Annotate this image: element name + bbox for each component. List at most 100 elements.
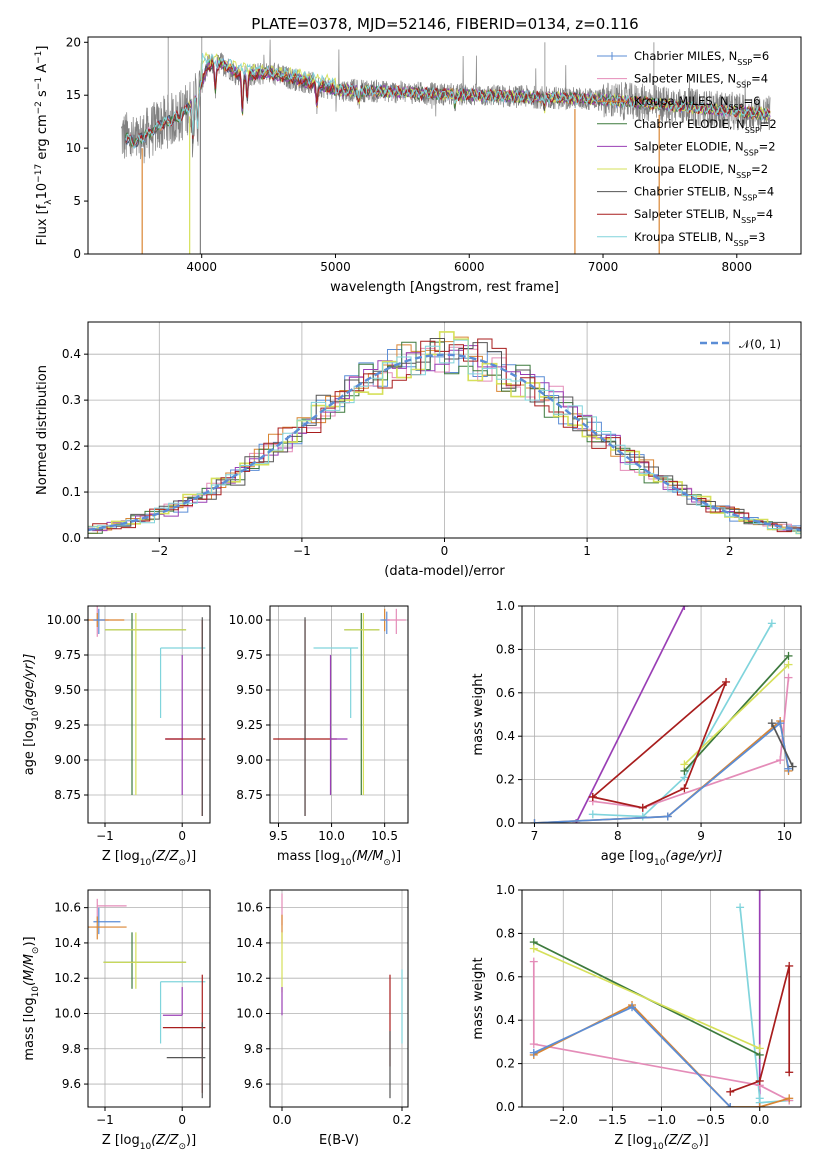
errorbar-point-2 [88, 916, 127, 940]
x-tick-label: 8 [614, 829, 622, 843]
legend-label-4: Salpeter ELODIE, NSSP=2 [634, 139, 776, 157]
errorbar-point-0 [96, 898, 127, 922]
mass-weight-marker [784, 651, 793, 660]
x-tick-label: 7 [531, 829, 539, 843]
normal-curve [88, 353, 801, 532]
errorbar-point-5 [344, 613, 380, 795]
y-tick-label: 0.0 [496, 1100, 515, 1114]
legend-sub: SSP [729, 103, 744, 112]
legend-label-2: Kroupa MILES, NSSP=6 [634, 94, 760, 112]
x-tick-label: −1 [293, 544, 311, 558]
x-tick-label: 0 [178, 1113, 186, 1127]
errorbar-point-3 [104, 613, 187, 795]
y-tick-label: 9.8 [62, 1042, 81, 1056]
errorbar-point-6 [162, 987, 183, 1016]
residual-hist-8 [88, 339, 801, 534]
label-part: 10 [654, 858, 666, 868]
legend-label-7: Salpeter STELIB, NSSP=4 [634, 207, 773, 225]
y-tick-label: 10.2 [54, 971, 81, 985]
legend-suffix: =2 [760, 117, 777, 131]
residual-hist-4 [88, 345, 801, 531]
legend-label-1: Salpeter MILES, NSSP=4 [634, 72, 768, 90]
label-part: Z [log [614, 1133, 652, 1148]
legend-sub: SSP [745, 125, 760, 134]
y-tick-label: 9.6 [62, 1077, 81, 1091]
legend-name: Kroupa ELODIE, N [634, 162, 736, 176]
mass-weight-line-5 [592, 681, 727, 809]
errorbar-point-5 [159, 647, 206, 718]
y-tick-label: 10.0 [54, 1006, 81, 1020]
errorbar-point-4 [103, 932, 187, 989]
mass-weight-line-4 [592, 677, 790, 809]
legend-label-8: Kroupa STELIB, NSSP=3 [634, 230, 765, 248]
y-axis-label: Normed distribution [35, 365, 50, 495]
axes-frame: 9.5 10.0 10.5 8.75 9.00 9.25 9.50 9.75 10.00 mass… [229, 605, 409, 868]
errorbar-point-4 [344, 613, 380, 795]
mass-weight-marker [530, 819, 539, 823]
x-tick-label: 0.0 [750, 1113, 769, 1127]
axes-border [269, 889, 409, 1108]
mass-weight-marker [680, 606, 689, 610]
y-tick-label: 10.00 [229, 613, 263, 627]
residual-hist-2 [88, 336, 801, 534]
label-part: 10 [35, 183, 50, 200]
plot-area [273, 608, 406, 816]
x-axis-label: age [log10(age/yr)] [601, 849, 723, 868]
y-tick-label: 0.2 [496, 1057, 515, 1071]
label-part: Z [log [102, 1133, 140, 1148]
y-tick-label: 0.8 [496, 642, 515, 656]
legend-suffix: =4 [751, 72, 768, 86]
mass-weight-line-7 [534, 721, 790, 823]
legend-name: Chabrier STELIB, N [634, 185, 742, 199]
legend: 𝒩(0, 1) [700, 337, 781, 351]
y-tick-label: 0.4 [496, 729, 515, 743]
mass-weight-marker [784, 673, 793, 682]
y-tick-label: 9.25 [236, 718, 263, 732]
legend-label-0: Chabrier MILES, NSSP=6 [634, 49, 769, 67]
legend-sub: SSP [736, 171, 751, 180]
legend-sub: SSP [741, 216, 756, 225]
legend-label-6: Chabrier STELIB, NSSP=4 [634, 185, 774, 203]
plot-area [88, 331, 801, 535]
y-axis-label: mass weight [471, 673, 486, 755]
y-tick-label: 1.0 [496, 599, 515, 613]
legend-name: Salpeter MILES, N [634, 72, 736, 86]
y-tick-label: 10.6 [54, 901, 81, 915]
panel-residuals: −2 −1 0 1 2 0.0 0.1 0.2 0.3 0.4 (data-model)/error… [35, 321, 802, 579]
legend-suffix: =4 [757, 185, 774, 199]
mass-weight-marker [588, 792, 597, 801]
label-part: −1 [34, 77, 44, 90]
y-tick-label: 20 [66, 35, 81, 49]
x-tick-label: 5000 [320, 260, 351, 274]
label-part: )] [186, 849, 196, 864]
label-part: 10 [31, 710, 41, 722]
y-tick-label: 9.00 [54, 753, 81, 767]
y-tick-label: 0.0 [496, 816, 515, 830]
mass-weight-marker [680, 760, 689, 769]
errorbar-point-1 [93, 907, 121, 935]
errorbar-point-8 [166, 1022, 206, 1099]
y-tick-label: 0.0 [62, 531, 81, 545]
label-part: λ [44, 199, 54, 205]
y-tick-label: 10.00 [47, 613, 81, 627]
legend-name: Chabrier ELODIE, N [634, 117, 745, 131]
y-tick-label: 0.8 [496, 926, 515, 940]
y-tick-label: 9.8 [244, 1042, 263, 1056]
x-tick-label: 4000 [186, 260, 217, 274]
panel-spectrum: 4000 5000 6000 7000 8000 0 5 10 15 20 wavelength [… [34, 35, 802, 295]
x-axis-label: wavelength [Angstrom, rest frame] [330, 280, 559, 295]
label-part: )] [391, 849, 401, 864]
mass-weight-line-1 [739, 907, 790, 1104]
x-tick-label: 0 [441, 544, 449, 558]
label-part: age [log [601, 849, 654, 864]
model-line-6 [125, 58, 771, 148]
panel-age-vs-mass: 9.5 10.0 10.5 8.75 9.00 9.25 9.50 9.75 10.00 mass… [229, 605, 409, 868]
x-tick-label: 0 [178, 829, 186, 843]
errorbar-point-7 [165, 620, 206, 816]
label-part: ] [35, 46, 50, 51]
plot-area [530, 606, 797, 823]
mass-weight-marker [784, 660, 793, 669]
label-part: (Z/Z [664, 1133, 692, 1148]
y-tick-label: 0 [73, 247, 81, 261]
